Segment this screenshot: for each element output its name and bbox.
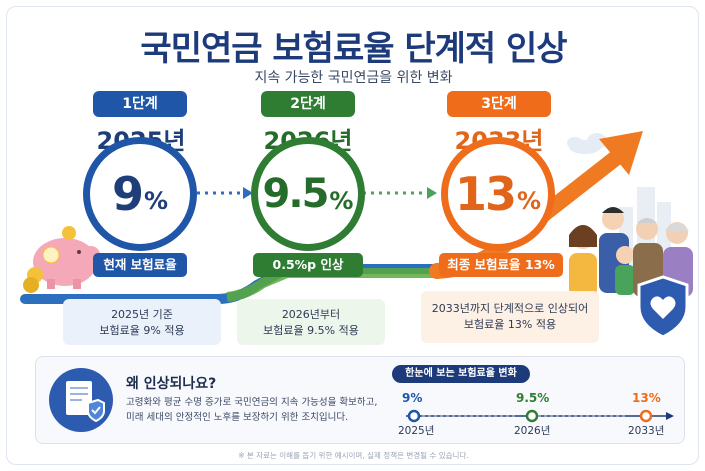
infographic-frame: 국민연금 보험료율 단계적 인상 지속 가능한 국민연금을 위한 변화: [6, 6, 699, 465]
stage-2-rate: 9.5: [262, 171, 330, 217]
stage-2-unit: %: [329, 187, 354, 215]
stage-1-label: 현재 보험료율: [93, 253, 187, 277]
stage-3-label: 최종 보험료율 13%: [439, 253, 563, 277]
stage-2-circle: 9.5%: [251, 137, 365, 251]
summary-rate-2033: 13%: [632, 391, 661, 405]
info-panel: 왜 인상되나요? 고령화와 평균 수명 증가로 국민연금의 지속 가능성을 확보…: [35, 356, 685, 444]
stage-2-label: 0.5%p 인상: [253, 253, 363, 277]
summary-year-2033: 2033년: [628, 425, 665, 437]
stage-1-rate: 9: [111, 167, 144, 221]
piggy-bank-icon: [23, 226, 100, 293]
why-text: 고령화와 평균 수명 증가로 국민연금의 지속 가능성을 확보하고, 미래 세대…: [126, 395, 377, 425]
stage-3-unit: %: [516, 187, 542, 215]
stage-3-note-line-2: 보험료율 13% 적용: [463, 318, 557, 331]
stage-3-note: 2033년까지 단계적으로 인상되어 보험료율 13% 적용: [421, 291, 599, 343]
stage-2-note-line-1: 2026년부터: [281, 308, 341, 321]
stage-1-note: 2025년 기준 보험료율 9% 적용: [63, 299, 221, 345]
stage-2-note: 2026년부터 보험료율 9.5% 적용: [237, 299, 385, 345]
stage-1-circle: 9%: [83, 137, 197, 251]
summary-point-2025: [407, 409, 421, 423]
summary-point-2026: [525, 409, 539, 423]
why-title: 왜 인상되나요?: [126, 376, 217, 392]
stage-1-note-line-1: 2025년 기준: [111, 308, 173, 321]
summary-point-2033: [639, 409, 653, 423]
stage-1-unit: %: [143, 187, 169, 215]
why-line-1: 고령화와 평균 수명 증가로 국민연금의 지속 가능성을 확보하고,: [126, 397, 378, 408]
why-line-2: 미래 세대의 안정적인 노후를 보장하기 위한 조치입니다.: [126, 412, 349, 423]
summary-year-2025: 2025년: [398, 425, 435, 437]
cloud-icon: [567, 133, 607, 154]
summary-year-2026: 2026년: [514, 425, 551, 437]
summary-timeline: [406, 409, 674, 423]
stage-3-rate: 13: [454, 167, 517, 221]
stage-1-pill: 1단계: [93, 91, 187, 117]
stage-2-pill: 2단계: [261, 91, 355, 117]
arrow-head-icon: [599, 131, 643, 175]
page-subtitle: 지속 가능한 국민연금을 위한 변화: [254, 70, 453, 86]
summary-rate-2026: 9.5%: [516, 391, 550, 405]
shield-heart-icon: [637, 275, 689, 339]
stage-2-note-line-2: 보험료율 9.5% 적용: [263, 324, 359, 337]
summary-rate-2025: 9%: [402, 391, 423, 405]
stage-1-note-line-2: 보험료율 9% 적용: [99, 324, 185, 337]
stage-3-circle: 13%: [441, 137, 555, 251]
page-title: 국민연금 보험료율 단계적 인상: [140, 29, 567, 69]
summary-title: 한눈에 보는 보험료율 변화: [392, 365, 530, 383]
footer-disclaimer: ※ 본 자료는 이해를 돕기 위한 예시이며, 실제 정책은 변경될 수 있습니…: [238, 451, 469, 460]
stage-3-note-line-1: 2033년까지 단계적으로 인상되어: [431, 302, 589, 315]
document-shield-icon: [49, 368, 113, 432]
stage-3-pill: 3단계: [447, 91, 551, 117]
